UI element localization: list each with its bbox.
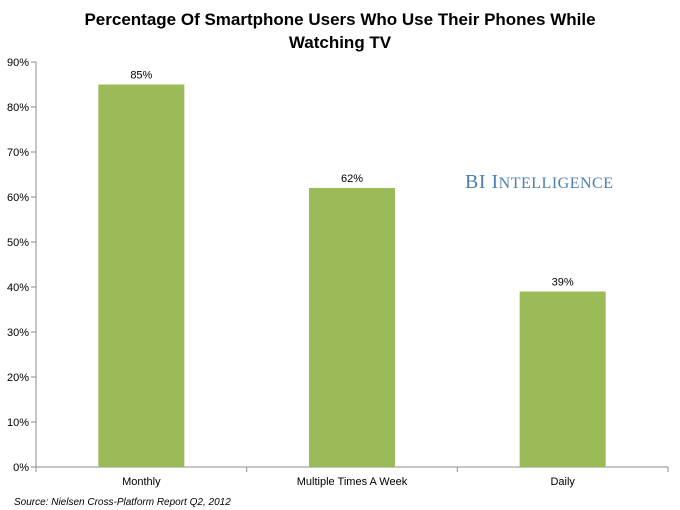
brand-letter: NTELLIGENCE (498, 175, 614, 192)
data-label: 85% (130, 70, 152, 82)
bar (519, 291, 606, 467)
y-axis-ticks: 0% 10% 20% 30% 40% 50% 60% 70% 80% 90% (7, 57, 36, 474)
bar-series (98, 84, 606, 467)
data-label: 39% (552, 277, 574, 289)
x-axis-ticks: Monthly Multiple Times A Week Daily (35, 467, 669, 488)
y-tick-label: 50% (7, 237, 29, 249)
y-tick-label: 0% (13, 462, 29, 474)
chart-title-line-1: Percentage Of Smartphone Users Who Use T… (84, 10, 596, 29)
y-tick-label: 40% (7, 282, 29, 294)
source-note: Source: Nielsen Cross-Platform Report Q2… (14, 497, 231, 508)
y-tick-label: 60% (7, 192, 29, 204)
x-tick-label: Multiple Times A Week (297, 476, 408, 488)
y-tick-label: 30% (7, 327, 29, 339)
y-tick-label: 70% (7, 147, 29, 159)
data-label: 62% (341, 173, 363, 185)
brand-letter: BI (465, 171, 486, 193)
brand-letter: I (486, 171, 499, 193)
x-tick-label: Monthly (122, 476, 161, 488)
y-tick-label: 20% (7, 372, 29, 384)
y-tick-label: 10% (7, 417, 29, 429)
chart-title-line-2: Watching TV (288, 33, 392, 52)
bar (98, 84, 185, 467)
chart-title: Percentage Of Smartphone Users Who Use T… (40, 8, 640, 54)
data-labels: 85% 62% 39% (130, 70, 574, 289)
bar (309, 188, 395, 467)
x-tick-label: Daily (550, 476, 575, 488)
brand-logo: BI INTELLIGENCE (465, 171, 665, 194)
y-tick-label: 90% (7, 57, 29, 69)
y-tick-label: 80% (7, 102, 29, 114)
